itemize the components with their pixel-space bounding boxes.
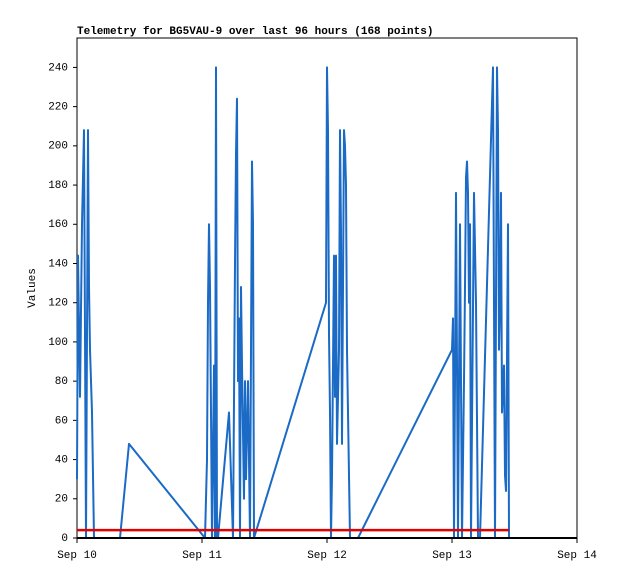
chart-title: Telemetry for BG5VAU-9 over last 96 hour… (77, 26, 433, 38)
y-tick-label: 160 (48, 219, 68, 231)
x-tick-label: Sep 10 (57, 550, 97, 562)
x-tick-label: Sep 11 (182, 550, 222, 562)
y-tick-label: 100 (48, 337, 68, 349)
y-tick-label: 120 (48, 298, 68, 310)
y-tick-label: 200 (48, 141, 68, 153)
y-axis-label: Values (27, 268, 39, 308)
y-tick-label: 220 (48, 102, 68, 114)
x-tick-label: Sep 14 (557, 550, 597, 562)
y-tick-label: 180 (48, 180, 68, 192)
series-line (76, 66, 510, 539)
y-tick-label: 0 (61, 533, 68, 545)
y-tick-label: 80 (55, 376, 68, 388)
x-tick-label: Sep 13 (432, 550, 472, 562)
y-tick-label: 60 (55, 415, 68, 427)
y-tick-label: 140 (48, 258, 68, 270)
y-tick-label: 20 (55, 494, 68, 506)
x-tick-label: Sep 12 (307, 550, 347, 562)
y-tick-label: 240 (48, 62, 68, 74)
y-tick-label: 40 (55, 454, 68, 466)
